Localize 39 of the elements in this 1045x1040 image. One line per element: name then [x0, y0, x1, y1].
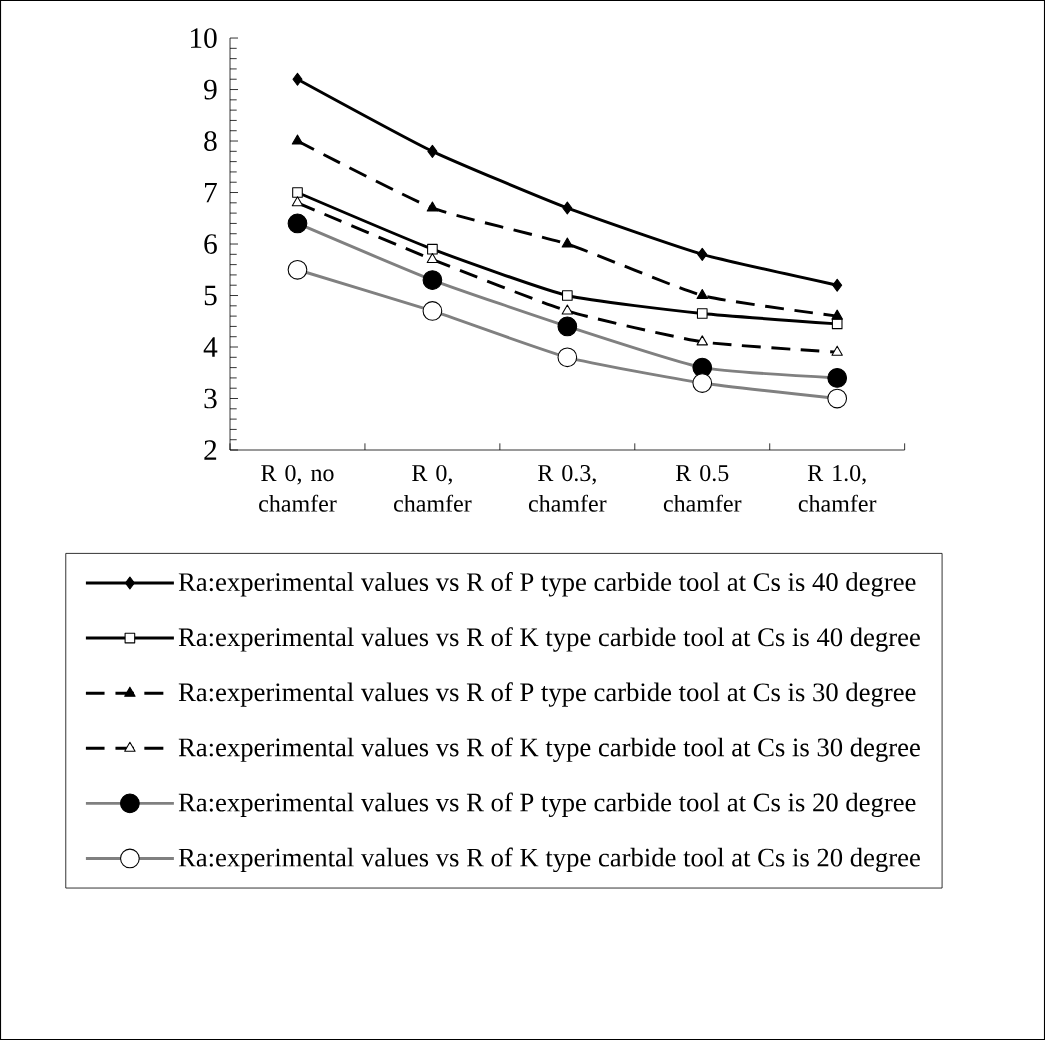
- point: [831, 309, 843, 320]
- y-tick-label: 6: [204, 234, 217, 254]
- y-tick-label: 10: [191, 28, 217, 48]
- point: [291, 196, 304, 207]
- y-tick-label: 9: [204, 79, 217, 100]
- x-tick-label: R 1.0, chamfer: [798, 464, 877, 512]
- point: [562, 201, 573, 215]
- y-tick-label: 8: [204, 131, 217, 151]
- point: [696, 335, 708, 346]
- y-tick-label: 4: [203, 337, 218, 357]
- legend-label: Ra:experimental values vs R of K type carbide tool at Cs is 30 degree: [178, 737, 920, 762]
- point: [292, 187, 303, 198]
- y-tick-label: 3: [204, 388, 217, 409]
- legend-label: Ra:experimental values vs R of P type carbide tool at Cs is 30 degree: [178, 682, 916, 707]
- point: [427, 144, 438, 158]
- x-tick-label: R 0.3, chamfer: [528, 464, 607, 512]
- legend-label: Ra:experimental values vs R of P type carbide tool at Cs is 40 degree: [178, 572, 916, 597]
- point: [561, 237, 574, 248]
- point: [562, 290, 573, 301]
- x-tick-label: R 0, no chamfer: [259, 464, 337, 512]
- y-tick-label: 2: [204, 440, 217, 460]
- x-tick-label: R 0, chamfer: [394, 464, 472, 512]
- legend-label: Ra:experimental values vs R of P type carbide tool at Cs is 20 degree: [178, 792, 916, 818]
- point: [696, 308, 708, 319]
- point: [697, 247, 708, 261]
- y-tick-label: 5: [204, 285, 217, 306]
- point: [696, 288, 708, 300]
- point: [292, 72, 303, 86]
- y-tick-label: 7: [205, 182, 217, 203]
- point: [291, 134, 304, 145]
- point: [561, 304, 574, 315]
- point: [426, 252, 439, 264]
- point: [831, 345, 843, 356]
- legend-label: Ra:experimental values vs R of K type carbide tool at Cs is 40 degree: [178, 627, 920, 652]
- legend-label: Ra:experimental values vs R of K type carbide tool at Cs is 20 degree: [178, 847, 920, 873]
- point: [832, 278, 843, 292]
- point: [427, 243, 438, 255]
- x-tick-label: R 0.5 chamfer: [663, 464, 742, 512]
- point: [426, 201, 439, 212]
